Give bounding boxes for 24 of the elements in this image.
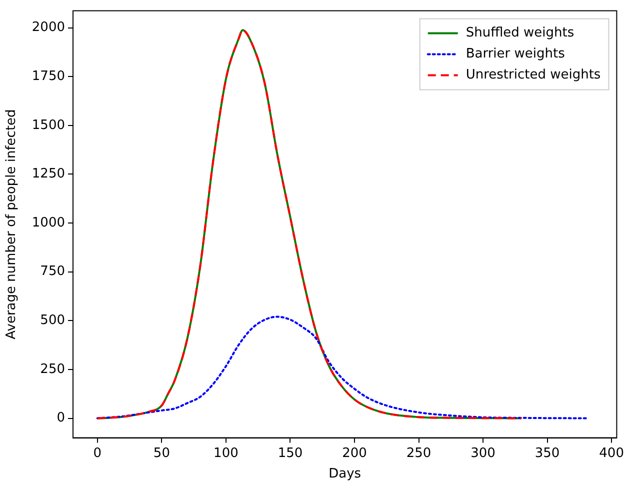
y-tick-label: 1750 <box>32 68 65 84</box>
legend-label: Unrestricted weights <box>466 68 601 83</box>
legend-label: Barrier weights <box>466 46 566 62</box>
y-tick-label: 750 <box>40 264 65 280</box>
y-tick-label: 1500 <box>32 118 65 133</box>
x-tick-label: 350 <box>534 446 560 461</box>
x-tick-label: 100 <box>214 446 238 461</box>
x-tick-label: 200 <box>342 446 367 461</box>
x-tick-label: 400 <box>599 446 624 461</box>
y-axis-title: Average number of people infected <box>4 109 20 340</box>
line-series <box>96 316 587 420</box>
y-tick-label: 1000 <box>32 215 65 230</box>
y-tick-label: 250 <box>40 362 65 377</box>
y-tick-label: 2000 <box>32 20 65 36</box>
x-tick-label: 300 <box>470 446 496 461</box>
x-tick-label: 250 <box>406 446 432 461</box>
x-axis-title: Days <box>328 466 362 482</box>
x-tick-label: 150 <box>278 446 303 461</box>
x-tick-label: 0 <box>93 446 102 461</box>
y-tick-label: 1250 <box>32 166 65 182</box>
y-tick-label: 0 <box>56 410 65 426</box>
x-tick-label: 50 <box>153 446 170 461</box>
y-tick-label: 500 <box>40 313 65 328</box>
legend-label: Shuffled weights <box>466 26 574 41</box>
